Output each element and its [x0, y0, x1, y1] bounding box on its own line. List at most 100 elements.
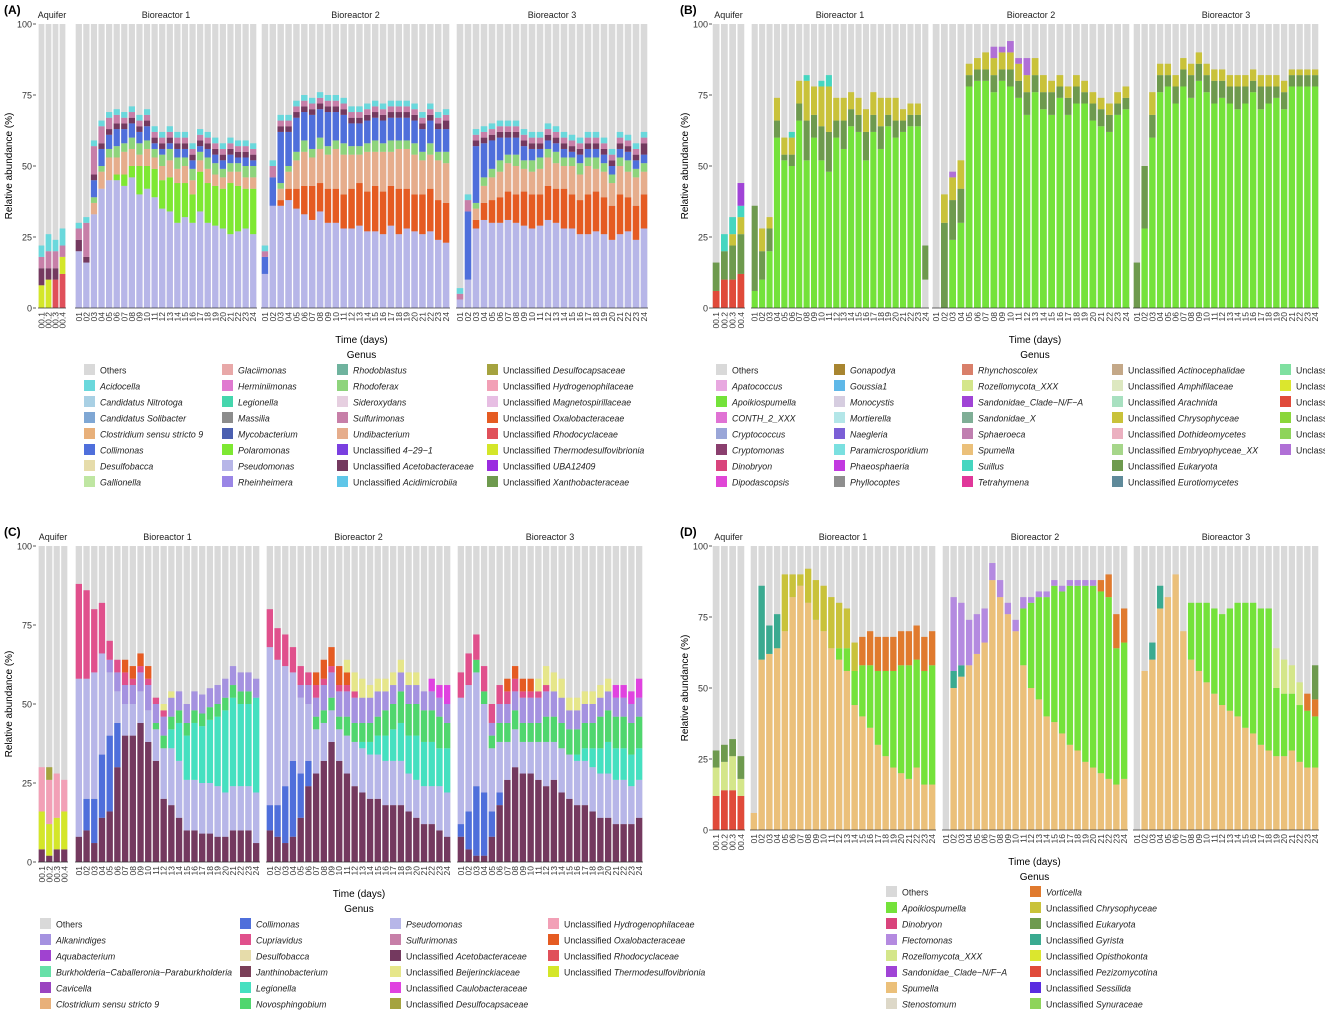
bar-segment: [152, 722, 160, 730]
bar-segment: [1218, 705, 1226, 830]
x-tick-label: 16: [865, 834, 875, 844]
bar-segment: [282, 843, 289, 862]
bar-segment: [766, 653, 773, 830]
bar-segment: [542, 691, 550, 717]
bar-segment: [568, 134, 576, 141]
bar-segment: [53, 849, 60, 862]
legend-label: Candidatus Solibacter: [100, 414, 187, 424]
bar-segment: [128, 177, 135, 308]
bar-segment: [1296, 86, 1303, 308]
legend-label: Unclassified Chrysophyceae: [1128, 414, 1239, 424]
bar-segment: [289, 672, 297, 761]
x-tick-label: 11: [150, 312, 160, 321]
x-tick-label: 16: [1248, 834, 1258, 844]
x-tick-label: 09: [519, 312, 529, 322]
bar-segment: [316, 183, 324, 212]
bar-segment: [436, 716, 443, 749]
legend-label: Alkanindiges: [55, 936, 106, 946]
legend-title: Genus: [344, 904, 373, 915]
bar-segment: [544, 185, 552, 220]
legend-swatch: [1280, 396, 1291, 407]
legend-swatch: [487, 412, 498, 423]
bar-segment: [356, 117, 363, 124]
legend-item: CONTH_2_XXX: [716, 412, 797, 424]
bar-segment: [1072, 103, 1080, 309]
bar-segment: [197, 151, 204, 161]
bar-segment: [542, 666, 550, 686]
bar-segment: [293, 160, 300, 189]
bar-segment: [1172, 103, 1179, 309]
legend-item: Pseudomonas: [390, 918, 463, 930]
bar-segment: [53, 817, 60, 850]
bar-segment: [520, 146, 528, 161]
bar-segment: [973, 80, 981, 308]
bar-segment: [387, 151, 395, 186]
x-tick-label: 21: [1287, 312, 1297, 322]
bar-segment: [136, 194, 143, 308]
bar-segment: [922, 245, 929, 280]
bar-segment: [892, 120, 899, 138]
bar-segment: [277, 200, 284, 206]
bar-segment: [343, 672, 351, 686]
bar-segment: [885, 97, 892, 115]
legend-label: Novosphingobium: [256, 1000, 326, 1010]
legend-item: Apoikiospumella: [886, 902, 966, 914]
bar-segment: [308, 103, 316, 110]
bar-segment: [496, 704, 503, 723]
x-tick-label: 11: [1014, 312, 1024, 321]
bar-segment: [175, 817, 183, 862]
bar-segment: [628, 786, 635, 825]
bar-segment: [420, 786, 428, 825]
bar-segment: [340, 194, 347, 229]
bar-segment: [293, 117, 300, 152]
bar-segment: [604, 773, 612, 818]
bar-segment: [348, 228, 355, 308]
x-tick-label: 01: [750, 312, 760, 322]
legend-swatch: [1112, 444, 1123, 455]
legend-item: Monocystis: [834, 396, 895, 408]
x-tick-label: 15: [567, 312, 577, 322]
bar-segment: [434, 239, 442, 308]
legend-swatch: [84, 428, 95, 439]
bar-segment: [364, 191, 371, 232]
legend-label: Unclassified Magnetospirillaceae: [503, 398, 631, 408]
bar-segment: [640, 131, 648, 138]
x-tick-label: 17: [580, 866, 590, 876]
x-tick-label: 03: [764, 834, 774, 844]
bar-segment: [890, 636, 897, 671]
bar-segment: [98, 817, 106, 862]
bar-segment: [308, 185, 316, 220]
x-tick-label: 21: [419, 866, 429, 876]
bar-segment: [395, 188, 403, 235]
bar-segment: [457, 836, 465, 862]
bar-segment: [737, 778, 745, 796]
bar-segment: [197, 140, 204, 147]
bar-segment: [316, 211, 324, 308]
bar-segment: [320, 710, 327, 723]
bar-segment: [419, 151, 426, 161]
bar-segment: [1311, 665, 1319, 700]
legend-swatch: [1112, 364, 1123, 375]
bar-segment: [1273, 756, 1280, 830]
bar-segment: [395, 148, 403, 189]
bar-segment: [237, 830, 244, 862]
bar-segment: [536, 168, 544, 195]
bar-segment-others: [759, 24, 766, 308]
bar-segment: [427, 120, 434, 144]
bar-segment: [520, 191, 528, 226]
legend-swatch: [548, 950, 559, 961]
legend-label: Undibacterium: [353, 430, 410, 440]
bar-segment: [612, 697, 620, 717]
bar-segment: [597, 716, 604, 749]
bar-segment: [581, 748, 589, 761]
bar-segment: [581, 805, 589, 862]
legend-swatch: [716, 364, 727, 375]
bar-segment: [914, 103, 921, 115]
bar-segment: [212, 154, 219, 164]
bar-segment: [632, 143, 640, 149]
bar-segment: [957, 222, 965, 308]
bar-segment: [427, 143, 434, 155]
bar-segment: [443, 792, 451, 837]
